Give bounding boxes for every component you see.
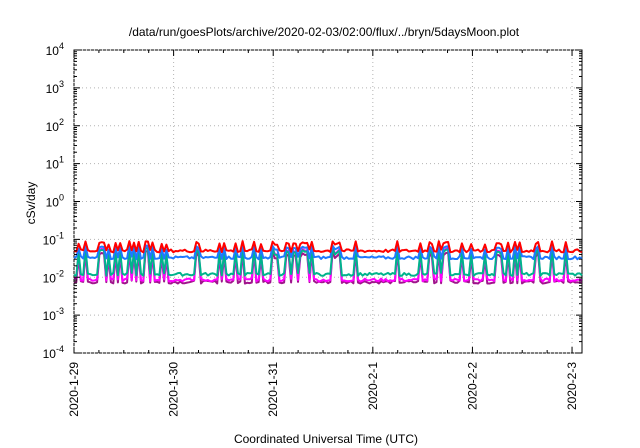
y-tick-exponent: -3	[56, 306, 64, 316]
y-tick-base: 10	[46, 44, 60, 58]
y-tick-base: 10	[46, 196, 60, 210]
x-axis-label: Coordinated Universal Time (UTC)	[234, 432, 418, 446]
y-tick-base: 10	[43, 309, 57, 323]
x-tick-label: 2020-2-2	[465, 362, 479, 410]
y-tick-base: 10	[46, 158, 60, 172]
y-axis-label: cSv/day	[24, 182, 38, 225]
series-line	[73, 240, 583, 254]
y-tick-label: 10-1	[43, 230, 64, 247]
y-tick-base: 10	[43, 233, 57, 247]
y-tick-label: 10-2	[43, 268, 64, 285]
y-tick-base: 10	[43, 271, 57, 285]
x-tick-label: 2020-1-29	[67, 362, 81, 417]
y-tick-label: 10-3	[43, 306, 64, 323]
series-line	[73, 246, 583, 277]
y-tick-exponent: -2	[56, 268, 64, 278]
series-line	[73, 249, 583, 285]
y-tick-base: 10	[43, 347, 57, 361]
y-tick-exponent: 0	[59, 193, 64, 203]
x-tick-label: 2020-1-31	[266, 362, 280, 417]
y-tick-exponent: 1	[59, 155, 64, 165]
y-tick-base: 10	[46, 120, 60, 134]
y-tick-label: 102	[46, 117, 64, 134]
grid	[73, 49, 582, 354]
x-tick-label: 2020-1-30	[167, 362, 181, 417]
x-tick-label: 2020-2-3	[565, 362, 579, 410]
series-group	[73, 240, 583, 285]
y-tick-exponent: 4	[59, 41, 64, 51]
y-tick-label: 10-4	[43, 344, 64, 361]
x-tick-label: 2020-2-1	[366, 362, 380, 410]
y-tick-exponent: 2	[59, 117, 64, 127]
y-tick-label: 100	[46, 193, 64, 210]
y-tick-base: 10	[46, 82, 60, 96]
x-axis: 2020-1-29 2020-1-30 2020-1-31 2020-2-1 2020-…	[67, 50, 579, 417]
y-tick-label: 104	[46, 41, 64, 58]
y-tick-label: 101	[46, 155, 64, 172]
chart-title: /data/run/goesPlots/archive/2020-02-03/0…	[129, 25, 520, 39]
y-tick-exponent: -4	[56, 344, 64, 354]
y-tick-label: 103	[46, 79, 64, 96]
y-tick-exponent: -1	[56, 230, 64, 240]
y-tick-exponent: 3	[59, 79, 64, 89]
series-line	[73, 244, 583, 261]
